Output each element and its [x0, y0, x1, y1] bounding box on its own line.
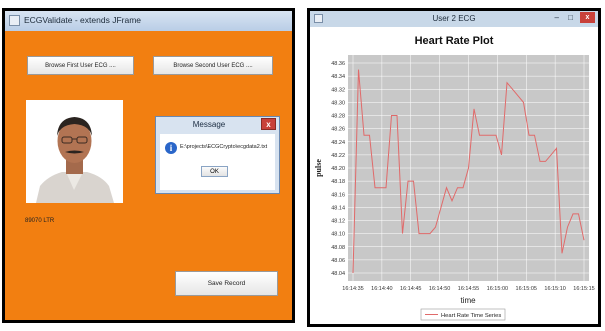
dialog-message: E:\projects\ECGCrypto\ecgdata2.txt: [180, 144, 268, 150]
user2-ecg-window: User 2 ECG – □ x Heart Rate Plot 48.36 48…: [307, 8, 601, 327]
x-tick-label: 16:15:10: [544, 286, 565, 292]
info-icon: i: [165, 142, 177, 154]
ok-button[interactable]: OK: [201, 166, 228, 177]
y-tick-label: 48.32: [331, 87, 345, 93]
gridlines: [348, 55, 589, 281]
y-tick-label: 48.28: [331, 114, 345, 120]
browse-first-user-ecg-button[interactable]: Browse First User ECG ....: [27, 56, 134, 75]
window-close-button[interactable]: x: [580, 12, 595, 23]
left-window-titlebar[interactable]: ECGValidate - extends JFrame: [5, 11, 292, 31]
y-axis-label: pulse: [314, 159, 323, 177]
y-tick-label: 48.36: [331, 61, 345, 67]
minimize-button[interactable]: –: [554, 13, 559, 22]
y-tick-label: 48.24: [331, 140, 345, 146]
y-tick-label: 48.26: [331, 127, 345, 133]
heart-rate-series-line: [352, 69, 585, 274]
x-tick-label: 16:14:40: [371, 286, 392, 292]
y-tick-label: 48.08: [331, 245, 345, 251]
y-tick-label: 48.16: [331, 192, 345, 198]
user-photo: [26, 100, 123, 203]
x-tick-label: 16:15:00: [487, 286, 508, 292]
java-app-icon: [9, 15, 20, 26]
chart-title: Heart Rate Plot: [415, 35, 494, 47]
y-tick-label: 48.04: [331, 271, 345, 277]
y-tick-label: 48.20: [331, 166, 345, 172]
y-tick-label: 48.18: [331, 179, 345, 185]
y-tick-label: 48.06: [331, 258, 345, 264]
left-window-title: ECGValidate - extends JFrame: [24, 15, 141, 25]
x-axis: 16:14:35 16:14:40 16:14:45 16:14:50 16:14:55…: [342, 286, 594, 292]
browse-second-user-ecg-button[interactable]: Browse Second User ECG ....: [153, 56, 273, 75]
y-tick-label: 48.14: [331, 205, 345, 211]
dialog-titlebar[interactable]: Message x: [156, 117, 279, 133]
status-label: 89070 LTR: [25, 218, 55, 224]
right-window-titlebar[interactable]: User 2 ECG – □ x: [310, 11, 598, 27]
close-icon: x: [266, 119, 271, 129]
left-window-body: Browse First User ECG .... Browse Second…: [5, 31, 292, 320]
x-tick-label: 16:14:55: [458, 286, 479, 292]
y-tick-label: 48.22: [331, 153, 345, 159]
y-axis: 48.36 48.34 48.32 48.30 48.28 48.26 48.24 48.22…: [331, 61, 345, 277]
y-tick-label: 48.12: [331, 219, 345, 225]
maximize-button[interactable]: □: [568, 13, 573, 22]
ecgvalidate-window: ECGValidate - extends JFrame Browse Firs…: [2, 8, 295, 323]
y-tick-label: 48.10: [331, 232, 345, 238]
legend-box: [420, 308, 506, 321]
x-tick-label: 16:14:50: [429, 286, 450, 292]
message-dialog: Message x i E:\projects\ECGCrypto\ecgdat…: [155, 116, 280, 194]
heart-rate-chart: Heart Rate Plot 48.36 48.34 48.32 48.30 48.2…: [314, 35, 595, 321]
legend-label: Heart Rate Time Series: [441, 313, 501, 319]
dialog-close-button[interactable]: x: [261, 118, 276, 130]
x-tick-label: 16:14:45: [400, 286, 421, 292]
y-tick-label: 48.34: [331, 74, 345, 80]
legend: Heart Rate Time Series: [420, 308, 506, 321]
x-tick-label: 16:14:35: [342, 286, 363, 292]
dialog-body: i E:\projects\ECGCrypto\ecgdata2.txt OK: [160, 134, 275, 190]
dialog-title: Message: [192, 120, 226, 129]
right-window-title: User 2 ECG: [432, 14, 476, 23]
save-record-button[interactable]: Save Record: [175, 271, 278, 296]
y-tick-label: 48.30: [331, 100, 345, 106]
java-app-icon: [314, 14, 323, 23]
x-tick-label: 16:15:05: [516, 286, 537, 292]
chart-panel: Heart Rate Plot 48.36 48.34 48.32 48.30 48.2…: [310, 27, 598, 324]
x-axis-label: time: [460, 296, 476, 305]
x-tick-label: 16:15:15: [573, 286, 594, 292]
